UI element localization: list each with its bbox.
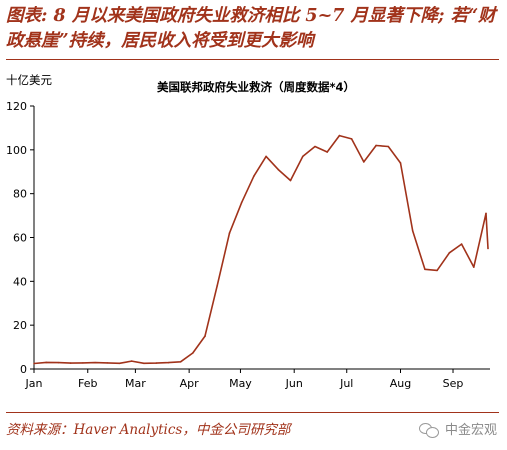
data-point — [204, 335, 206, 337]
data-point — [387, 145, 390, 148]
y-axis-unit-label: 十亿美元 — [6, 73, 52, 87]
data-point — [253, 175, 255, 177]
data-point — [69, 362, 72, 364]
data-point — [338, 134, 341, 137]
data-point — [240, 201, 243, 204]
data-point — [143, 362, 145, 365]
y-tick-label: 60 — [13, 232, 27, 245]
data-point — [130, 360, 133, 362]
data-point — [228, 232, 231, 234]
x-tick-label: Jun — [285, 377, 303, 390]
chart-title: 美国联邦政府失业救济（周度数据*4） — [157, 80, 355, 94]
x-tick-label: Apr — [180, 377, 200, 390]
data-point — [277, 168, 280, 171]
data-point — [436, 269, 438, 272]
wechat-icon — [418, 421, 441, 438]
data-point — [265, 155, 267, 158]
data-point — [460, 243, 463, 245]
data-point — [301, 155, 304, 158]
title-divider — [6, 59, 499, 60]
line-chart: 美国联邦政府失业救济（周度数据*4） 十亿美元 020406080100120 … — [6, 73, 490, 390]
data-point — [363, 161, 365, 163]
source-note: 资料来源：Haver Analytics，中金公司研究部 — [6, 422, 291, 438]
data-point — [375, 144, 377, 147]
x-tick-label: Mar — [125, 377, 146, 390]
x-tick-label: Jan — [25, 377, 43, 390]
data-point — [33, 362, 35, 365]
watermark-text: 中金宏观 — [444, 423, 497, 438]
data-point — [399, 162, 402, 164]
watermark: 中金宏观 — [418, 419, 497, 438]
data-point — [424, 268, 426, 271]
y-tick-label: 120 — [6, 100, 27, 113]
y-tick-label: 20 — [13, 319, 27, 332]
data-point — [167, 361, 170, 364]
figure-title: 图表: 8 月以来美国政府失业救济相比 5~7 月显著下降; 若“财政悬崖”持续… — [6, 6, 496, 51]
data-point — [326, 151, 328, 153]
data-point — [314, 145, 316, 148]
unemployment-benefits-line — [33, 134, 489, 365]
y-tick-label: 40 — [13, 275, 27, 288]
footer-divider — [6, 412, 499, 413]
data-point — [94, 361, 96, 364]
y-tick-label: 80 — [13, 188, 27, 201]
data-point — [350, 138, 353, 140]
data-point — [179, 360, 182, 363]
y-tick-label: 100 — [6, 144, 27, 157]
data-point — [106, 362, 109, 364]
x-tick-label: May — [229, 377, 252, 390]
data-point — [82, 362, 84, 364]
data-point — [216, 284, 219, 287]
data-point — [45, 361, 48, 364]
data-point — [411, 230, 414, 232]
data-point — [57, 361, 60, 364]
x-tick-label: Sep — [443, 377, 464, 390]
data-point — [192, 352, 194, 354]
x-tick-label: Feb — [78, 377, 97, 390]
data-point — [155, 362, 157, 364]
data-point — [289, 179, 292, 182]
data-point — [472, 266, 475, 268]
data-point — [448, 252, 451, 254]
x-tick-label: Jul — [339, 377, 353, 390]
data-point — [485, 212, 487, 215]
data-point — [487, 247, 489, 250]
x-tick-label: Aug — [390, 377, 411, 390]
data-point — [118, 362, 121, 365]
y-tick-label: 0 — [20, 363, 27, 376]
